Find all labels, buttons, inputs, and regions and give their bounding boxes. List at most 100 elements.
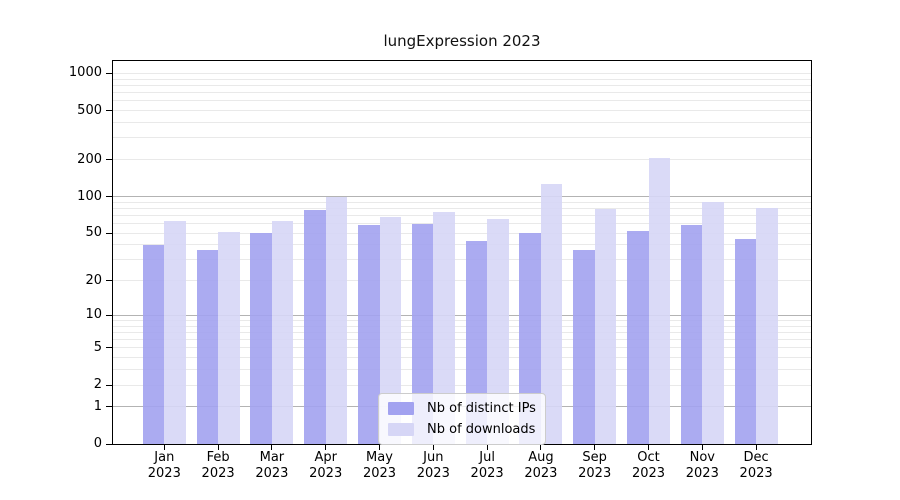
bar-downloads [325, 196, 348, 444]
bar-downloads [487, 218, 509, 444]
x-axis-tick-label-line: 2023 [362, 466, 397, 481]
legend-label: Nb of downloads [427, 421, 536, 437]
x-axis-tick-mark [648, 445, 649, 450]
x-axis-tick-label-line: 2023 [201, 466, 235, 481]
bar-downloads [218, 232, 240, 444]
y-axis-tick-mark [106, 314, 112, 316]
x-axis-tick-mark [701, 445, 703, 450]
x-axis-tick-label-line: Sep [582, 450, 607, 465]
x-axis-tick-label: Nov 2023 [672, 450, 732, 482]
y-axis-tick-label: 0 [93, 436, 102, 451]
bar-downloads [271, 220, 294, 444]
legend-label: Nb of distinct IPs [427, 400, 536, 416]
gridline [113, 137, 811, 139]
x-axis-tick-label-line: 2023 [578, 466, 612, 481]
bar-downloads [164, 220, 186, 444]
x-axis-tick-label-line: May [366, 450, 393, 465]
gridline [113, 84, 811, 86]
y-axis-tick-label: 5 [93, 339, 102, 355]
x-axis-tick-label-line: Dec [743, 450, 769, 465]
bar-distinct-ips [250, 233, 272, 444]
y-axis-tick-mark [106, 384, 112, 386]
bar-distinct-ips [734, 238, 757, 444]
x-axis-tick-label: Sep 2023 [565, 450, 625, 482]
x-axis-tick-label: Dec 2023 [726, 450, 786, 482]
legend-swatch [388, 422, 414, 436]
bar-distinct-ips [680, 225, 703, 444]
x-axis-tick-label-line: 2023 [631, 466, 666, 481]
y-axis-tick-label: 1000 [68, 65, 102, 81]
y-axis-tick-mark [106, 159, 112, 161]
y-axis-tick-label: 100 [77, 188, 102, 204]
x-axis-tick-label: Jan 2023 [134, 450, 194, 482]
gridline [113, 339, 811, 341]
x-axis-tick-label-line: Mar [259, 450, 285, 465]
x-axis-tick-label: Mar 2023 [242, 450, 302, 482]
gridline [113, 280, 811, 282]
y-axis-tick-label: 20 [85, 272, 102, 288]
bar-distinct-ips [196, 250, 219, 444]
x-axis-tick-label: May 2023 [350, 450, 410, 482]
y-axis-tick-mark [106, 196, 112, 197]
x-axis-tick-label-line: 2023 [739, 466, 773, 481]
x-axis-tick-mark [755, 445, 757, 450]
x-axis-tick-label-line: 2023 [470, 466, 504, 481]
x-axis-tick-label-line: Jul [479, 450, 495, 465]
gridline [113, 201, 811, 203]
x-axis-tick-label-line: Jan [154, 450, 175, 465]
x-axis-tick-mark [540, 445, 542, 450]
gridline [113, 259, 811, 261]
x-axis-tick-mark [594, 445, 596, 450]
x-axis-tick-label-line: 2023 [147, 466, 181, 481]
y-axis-tick-mark [106, 347, 112, 349]
x-axis-tick-label-line: 2023 [309, 466, 343, 481]
gridline [113, 232, 811, 234]
gridline [113, 196, 811, 197]
bar-distinct-ips [411, 223, 434, 444]
bar-downloads [379, 216, 401, 444]
chart-title: lungExpression 2023 [383, 32, 541, 50]
y-axis-tick-label: 500 [77, 102, 102, 118]
gridline [113, 244, 811, 246]
bar-downloads [433, 212, 455, 444]
x-axis-tick-label: Oct 2023 [619, 450, 679, 482]
legend-item-distinct-ips: Nb of distinct IPs [388, 398, 536, 418]
legend: Nb of distinct IPs Nb of downloads [378, 393, 546, 445]
bar-distinct-ips [358, 225, 380, 444]
x-axis-tick-label-line: Jun [423, 450, 444, 465]
y-axis-tick-mark [106, 280, 112, 282]
bar-distinct-ips [519, 233, 541, 444]
x-axis-tick-mark [163, 445, 165, 450]
x-axis-tick-mark [486, 445, 488, 450]
x-axis-tick-label: Apr 2023 [296, 450, 356, 482]
x-axis-tick-label-line: 2023 [416, 466, 450, 481]
gridline [113, 159, 811, 161]
bar-distinct-ips [142, 244, 165, 444]
plot-area [112, 60, 812, 445]
gridline [113, 325, 811, 327]
x-axis-tick-label-line: Feb [206, 450, 230, 465]
x-axis-tick-mark [432, 445, 434, 450]
y-axis-tick-mark [106, 232, 112, 234]
x-axis-tick-label: Jun 2023 [403, 450, 463, 482]
gridline [113, 207, 811, 209]
x-axis-tick-label-line: 2023 [685, 466, 719, 481]
x-axis-tick-label: Feb 2023 [188, 450, 248, 482]
gridline [113, 357, 811, 359]
bar-downloads [540, 184, 563, 444]
x-axis-tick-mark [271, 445, 273, 450]
bar-distinct-ips [304, 209, 326, 444]
x-axis-tick-label-line: 2023 [524, 466, 558, 481]
bar-distinct-ips [573, 250, 595, 444]
bar-downloads [702, 202, 724, 444]
y-axis-tick-label: 50 [85, 225, 102, 241]
gridline [113, 78, 811, 80]
x-axis-tick-label-line: Aug [528, 450, 554, 465]
gridline [113, 110, 811, 112]
legend-item-downloads: Nb of downloads [388, 419, 536, 439]
y-axis-tick-mark [106, 443, 112, 445]
gridline [113, 347, 811, 349]
y-axis-tick-label: 200 [77, 151, 102, 167]
x-axis-tick-label-line: 2023 [255, 466, 289, 481]
y-axis-tick-label: 10 [85, 307, 102, 323]
